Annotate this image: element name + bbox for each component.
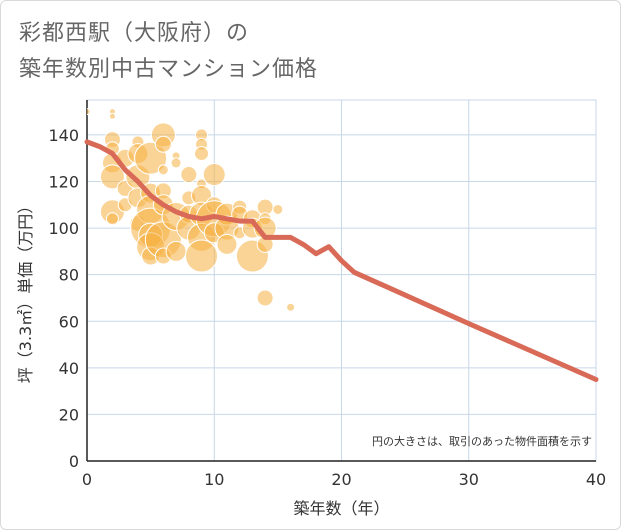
bubble-point xyxy=(216,233,238,255)
bubble-point xyxy=(157,164,169,176)
bubble-point xyxy=(170,157,182,169)
bubble-point xyxy=(185,239,219,273)
x-tick-label: 20 xyxy=(331,470,351,489)
bubble-point xyxy=(202,163,226,187)
bubble-point xyxy=(105,212,119,226)
x-tick-label: 10 xyxy=(204,470,224,489)
x-tick-label: 30 xyxy=(459,470,479,489)
bubble-point xyxy=(87,108,91,116)
y-axis-label: 坪（3.3㎡）単価（万円） xyxy=(16,198,35,383)
bubble-point xyxy=(286,302,296,312)
bubble-point xyxy=(194,146,210,162)
size-note: 円の大きさは、取引のあった物件面積を示す xyxy=(372,434,592,448)
x-axis-label: 築年数（年） xyxy=(293,499,389,518)
y-tick-label: 100 xyxy=(48,219,79,238)
y-tick-label: 40 xyxy=(59,359,79,378)
chart-title-line-2: 築年数別中古マンション価格 xyxy=(19,57,319,82)
bubble-point xyxy=(180,166,198,184)
y-tick-label: 60 xyxy=(59,312,79,331)
y-tick-label: 120 xyxy=(48,173,79,192)
bubble-point xyxy=(108,112,116,120)
y-tick-label: 140 xyxy=(48,126,79,145)
bubble-point xyxy=(272,203,284,215)
bubble-point xyxy=(154,135,172,153)
y-tick-label: 20 xyxy=(59,405,79,424)
bubble-point xyxy=(99,164,125,190)
x-tick-label: 0 xyxy=(82,470,92,489)
bubble-point xyxy=(256,289,274,307)
y-tick-label: 80 xyxy=(59,266,79,285)
y-tick-label: 0 xyxy=(69,452,79,471)
bubble-point xyxy=(165,240,187,262)
trend-line xyxy=(84,139,599,382)
chart-title-line-1: 彩都西駅（大阪府）の xyxy=(19,21,250,46)
x-tick-label: 40 xyxy=(586,470,606,489)
